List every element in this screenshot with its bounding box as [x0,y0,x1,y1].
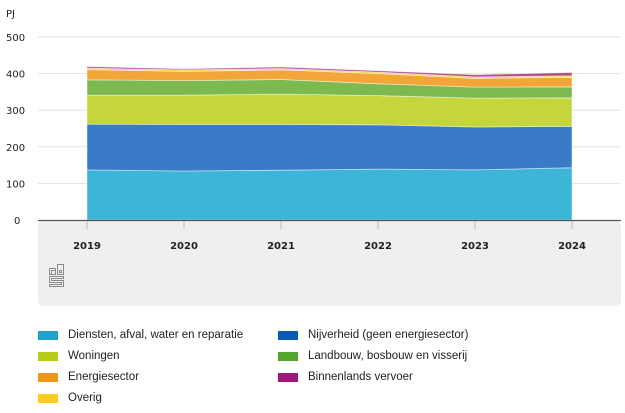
legend: Diensten, afval, water en reparatie Nijv… [38,328,598,405]
legend-label: Binnenlands vervoer [308,371,413,383]
legend-item-overig[interactable]: Overig [38,391,278,405]
legend-label: Diensten, afval, water en reparatie [68,329,244,341]
legend-swatch [38,330,58,340]
legend-swatch [278,351,298,361]
legend-item-nijverheid[interactable]: Nijverheid (geen energiesector) [278,328,538,342]
legend-item-energiesector[interactable]: Energiesector [38,370,278,384]
x-tick-label: 2019 [73,241,101,252]
y-tick-label: 200 [6,143,25,154]
area-series [86,66,573,221]
area-woningen[interactable] [86,93,573,128]
area-nijverheid-geen-energiesector[interactable] [86,123,573,172]
legend-swatch [38,351,58,361]
y-tick-label: 400 [6,70,25,81]
legend-item-landbouw[interactable]: Landbouw, bosbouw en visserij [278,349,538,363]
legend-label: Nijverheid (geen energiesector) [308,329,469,341]
cbs-logo-icon [49,264,64,287]
legend-swatch [38,393,58,403]
stacked-area-chart: 0 100 200 300 400 500 2019 2020 2021 2022 2023 202… [6,9,621,306]
area-binnenlands-vervoer[interactable] [86,66,573,78]
y-tick-label: 100 [6,179,25,190]
legend-item-vervoer[interactable]: Binnenlands vervoer [278,370,538,384]
legend-swatch [278,330,298,340]
x-axis-panel [38,221,621,306]
legend-label: Energiesector [68,371,139,383]
legend-item-diensten[interactable]: Diensten, afval, water en reparatie [38,328,278,342]
legend-label: Landbouw, bosbouw en visserij [308,350,468,362]
x-axis-ticks: 2019 2020 2021 2022 2023 2024 [73,221,586,252]
legend-swatch [38,372,58,382]
x-tick-label: 2020 [170,241,198,252]
unit-label: PJ [6,9,15,20]
x-tick-label: 2021 [267,241,295,252]
x-tick-label: 2024 [558,241,586,252]
y-axis-ticks: 0 100 200 300 400 500 [6,33,25,227]
legend-label: Woningen [68,350,120,362]
area-diensten-afval-water-en-reparatie[interactable] [86,167,573,221]
legend-item-woningen[interactable]: Woningen [38,349,278,363]
y-tick-label: 0 [14,216,20,227]
x-tick-label: 2023 [461,241,489,252]
legend-label: Overig [68,392,102,404]
x-tick-label: 2022 [364,241,392,252]
legend-swatch [278,372,298,382]
y-tick-label: 300 [6,106,25,117]
y-tick-label: 500 [6,33,25,44]
